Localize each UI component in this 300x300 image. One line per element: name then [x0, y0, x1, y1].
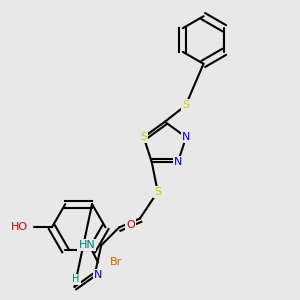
Text: S: S — [140, 132, 147, 142]
Text: N: N — [174, 157, 182, 167]
Text: Br: Br — [110, 257, 122, 267]
Text: S: S — [154, 187, 161, 197]
Text: S: S — [182, 100, 189, 110]
Text: N: N — [182, 132, 190, 142]
Text: H: H — [72, 274, 80, 284]
Text: O: O — [127, 220, 135, 230]
Text: N: N — [94, 270, 102, 280]
Text: HN: HN — [79, 240, 95, 250]
Text: HO: HO — [11, 222, 28, 232]
